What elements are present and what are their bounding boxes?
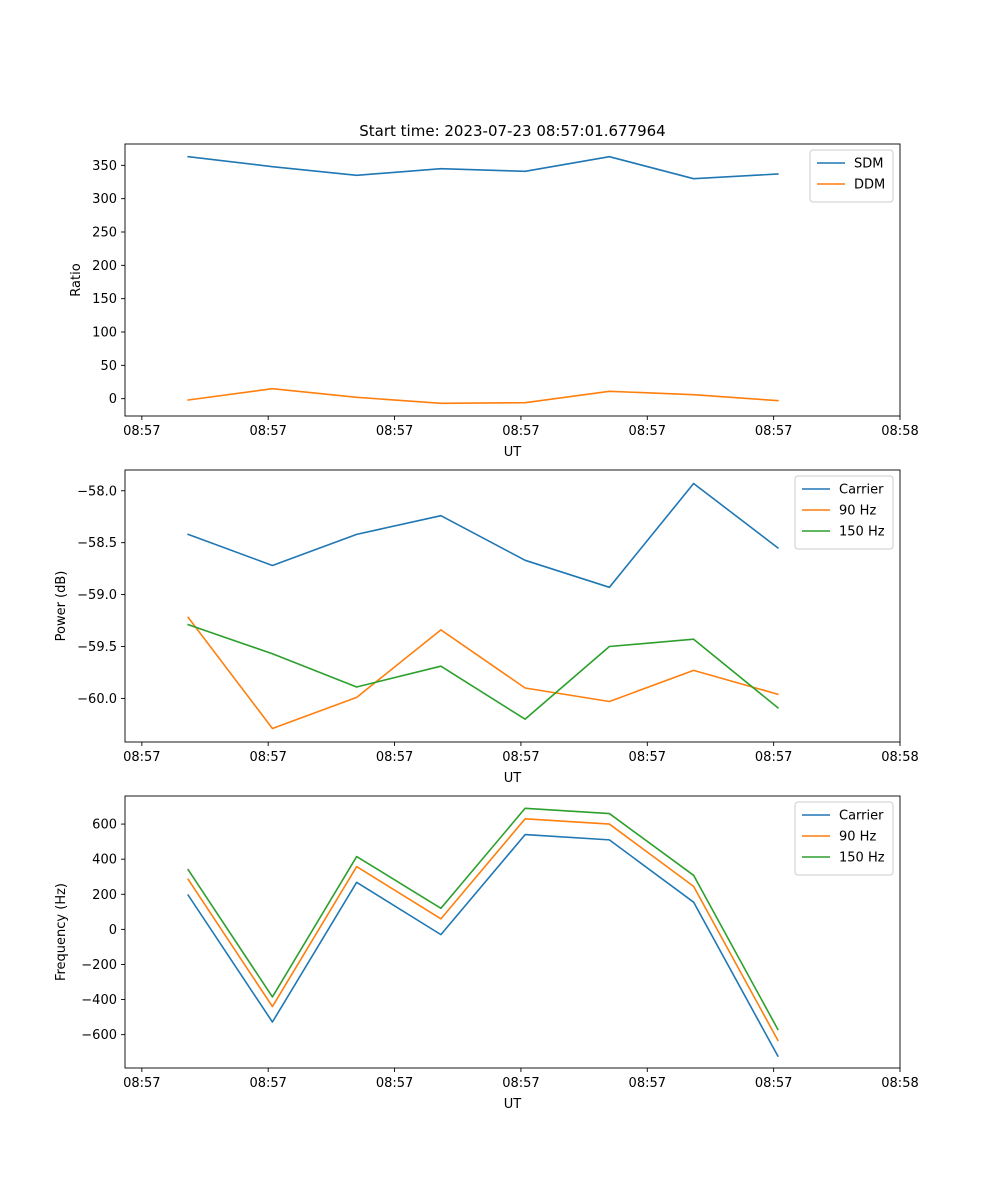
ratio-axes-frame: [124, 143, 901, 417]
power-y-tick-label: −58.0: [77, 484, 117, 499]
ratio-x-tick-label: 08:57: [249, 424, 286, 439]
frequency-y-tick-label: −200: [81, 958, 117, 973]
power-y-axis-label: Power (dB): [54, 571, 69, 642]
frequency-x-tick-label: 08:57: [502, 1076, 539, 1091]
ratio-plot-area: [125, 144, 900, 416]
power-axes-frame: [124, 469, 901, 743]
power-series-line-90-hz: [187, 616, 779, 730]
ratio-x-tick-label: 08:57: [376, 424, 413, 439]
ratio-x-axis-label: UT: [504, 445, 522, 460]
power-y-tick-label: −60.0: [77, 692, 117, 707]
frequency-x-tick-label: 08:57: [249, 1076, 286, 1091]
ratio-y-tick-label: 200: [92, 259, 117, 274]
power-legend-label: 90 Hz: [839, 504, 876, 519]
ratio-y-tick-label: 150: [92, 292, 117, 307]
ratio-x-tick-label: 08:57: [123, 424, 160, 439]
frequency-legend-label: 90 Hz: [839, 830, 876, 845]
frequency-x-tick-label: 08:58: [881, 1076, 918, 1091]
frequency-y-tick-label: 0: [109, 923, 117, 938]
frequency-x-tick-label: 08:57: [376, 1076, 413, 1091]
ratio-y-tick-label: 250: [92, 226, 117, 241]
power-y-tick-label: −59.0: [77, 588, 117, 603]
ratio-x-tick-label: 08:57: [629, 424, 666, 439]
power-panel: 08:57 08:57 08:57 08:57 08:57 08:57 08:58 −60.0…: [54, 469, 919, 786]
ratio-x-tick-label: 08:58: [881, 424, 918, 439]
frequency-legend-label: Carrier: [839, 809, 884, 824]
power-x-tick-label: 08:57: [123, 750, 160, 765]
frequency-legend-label: 150 Hz: [839, 851, 885, 866]
frequency-series-line-150-hz: [187, 807, 779, 1031]
ratio-y-axis-label: Ratio: [69, 263, 84, 296]
power-x-tick-label: 08:58: [881, 750, 918, 765]
power-x-tick-label: 08:57: [755, 750, 792, 765]
frequency-y-tick-label: 600: [92, 818, 117, 833]
power-x-tick-label: 08:57: [629, 750, 666, 765]
power-x-tick-label: 08:57: [376, 750, 413, 765]
frequency-series-line-90-hz: [187, 818, 779, 1042]
power-legend-label: 150 Hz: [839, 525, 885, 540]
ratio-y-tick-label: 0: [109, 392, 117, 407]
ratio-legend-label: DDM: [854, 178, 885, 193]
ratio-y-tick-label: 350: [92, 159, 117, 174]
ratio-y-tick-label: 100: [92, 326, 117, 341]
frequency-plot-area: [125, 796, 900, 1068]
ratio-x-tick-label: 08:57: [755, 424, 792, 439]
frequency-x-tick-label: 08:57: [755, 1076, 792, 1091]
frequency-y-tick-label: 200: [92, 888, 117, 903]
power-plot-area: [125, 470, 900, 742]
power-legend-label: Carrier: [839, 483, 884, 498]
ratio-y-tick-label: 300: [92, 192, 117, 207]
power-y-tick-label: −59.5: [77, 640, 117, 655]
power-x-tick-label: 08:57: [249, 750, 286, 765]
ratio-panel: 08:57 08:57 08:57 08:57 08:57 08:57 08:58 0 50 10…: [69, 143, 919, 460]
frequency-axes-frame: [124, 795, 901, 1069]
frequency-legend: Carrier 90 Hz 150 Hz: [794, 801, 894, 876]
power-x-axis-label: UT: [504, 771, 522, 786]
power-y-tick-label: −58.5: [77, 536, 117, 551]
ratio-series-line-ddm: [187, 387, 779, 405]
frequency-y-tick-label: −600: [81, 1028, 117, 1043]
ratio-x-tick-label: 08:57: [502, 424, 539, 439]
ratio-legend-label: SDM: [854, 157, 883, 172]
frequency-y-tick-label: −400: [81, 993, 117, 1008]
power-series-line-150-hz: [187, 623, 779, 720]
power-x-tick-label: 08:57: [502, 750, 539, 765]
frequency-y-tick-label: 400: [92, 853, 117, 868]
figure-title: Start time: 2023-07-23 08:57:01.677964: [359, 122, 665, 140]
power-legend: Carrier 90 Hz 150 Hz: [794, 475, 894, 550]
power-series-line-carrier: [187, 482, 779, 589]
frequency-y-axis-label: Frequency (Hz): [54, 883, 69, 981]
frequency-x-tick-label: 08:57: [123, 1076, 160, 1091]
ratio-y-tick-label: 50: [100, 359, 117, 374]
frequency-x-tick-label: 08:57: [629, 1076, 666, 1091]
ratio-series-line-sdm: [187, 155, 779, 180]
ratio-legend: SDM DDM: [809, 149, 894, 203]
frequency-panel: 08:57 08:57 08:57 08:57 08:57 08:57 08:58 −600 −…: [54, 795, 919, 1112]
frequency-series-line-carrier: [187, 833, 779, 1058]
frequency-x-axis-label: UT: [504, 1097, 522, 1112]
